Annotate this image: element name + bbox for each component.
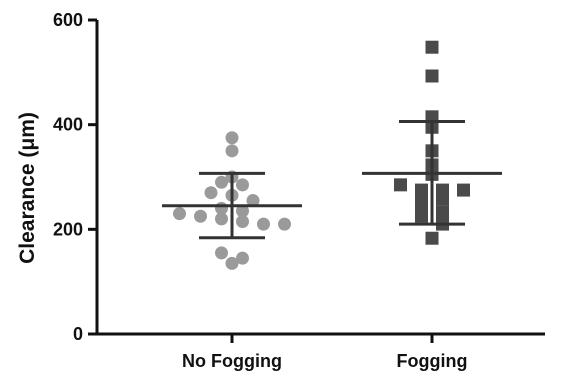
data-point [236, 178, 249, 192]
data-point [425, 231, 439, 245]
data-point [425, 40, 439, 54]
y-axis-title: Clearance (μm) [16, 112, 39, 264]
y-tick-label: 600 [53, 10, 83, 30]
data-point [415, 183, 428, 197]
axes: 0 200 400 600 No Fogging Fogging [53, 10, 545, 371]
data-point [236, 214, 249, 228]
data-point [246, 194, 260, 208]
data-point [257, 217, 270, 231]
data-point [457, 183, 470, 197]
data-point [394, 178, 407, 192]
data-point [225, 131, 239, 145]
y-tick-label: 0 [73, 324, 83, 344]
data-point [215, 246, 228, 260]
data-points [173, 40, 470, 270]
y-tick-label: 400 [53, 115, 83, 135]
data-point [215, 212, 228, 226]
data-point [436, 205, 449, 219]
data-point [278, 217, 291, 231]
data-point [194, 209, 207, 223]
data-point [236, 204, 249, 218]
error-bars [162, 120, 502, 240]
data-point [236, 251, 249, 265]
data-point [225, 144, 239, 158]
y-tick-label: 200 [53, 219, 83, 239]
x-tick-label: Fogging [397, 351, 468, 371]
data-point [415, 209, 428, 223]
data-point [173, 207, 186, 221]
data-point [225, 256, 239, 270]
data-point [425, 69, 439, 83]
data-point [215, 201, 228, 215]
data-point [204, 186, 218, 200]
data-point [215, 175, 228, 189]
x-tick-label: No Fogging [182, 351, 282, 371]
data-point [436, 183, 449, 197]
